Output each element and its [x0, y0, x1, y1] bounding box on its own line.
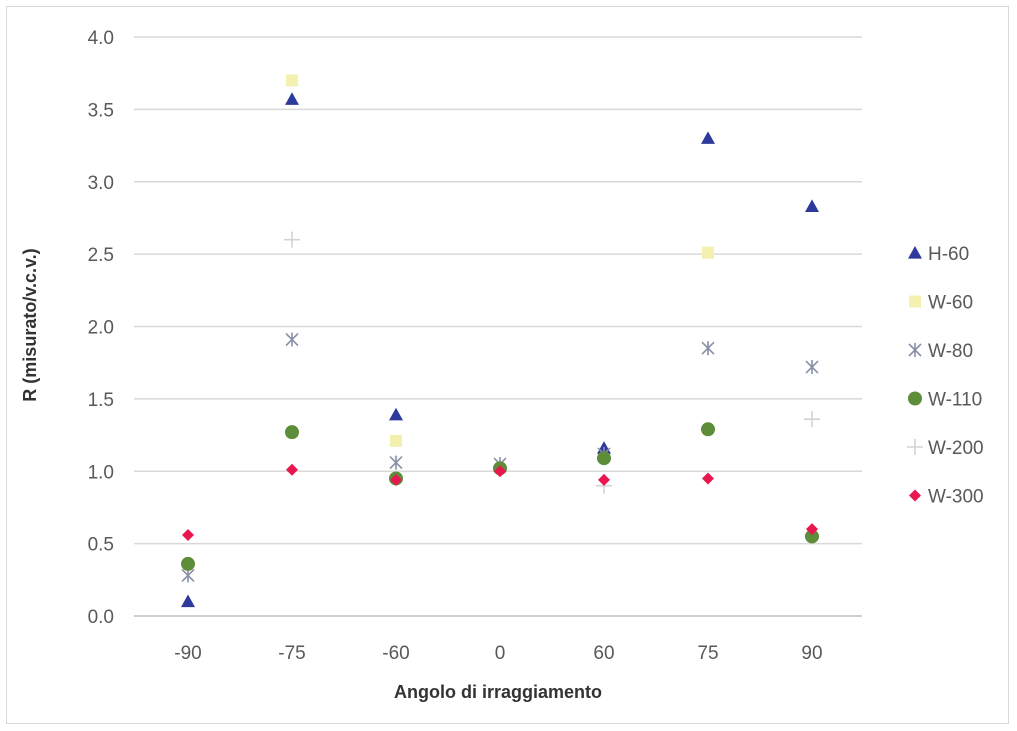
x-tick-label: -90 [174, 643, 201, 664]
series-h-60 [181, 92, 819, 608]
point-w-200 [804, 411, 820, 428]
y-tick-label: 0.5 [88, 535, 114, 556]
point-w-60 [286, 74, 298, 87]
point-w-300 [182, 528, 194, 541]
legend-marker-w-110 [908, 391, 922, 406]
legend-marker-w-80 [908, 343, 922, 357]
x-axis-title: Angolo di irraggiamento [394, 682, 602, 702]
x-tick-label: 75 [697, 643, 718, 664]
x-tick-label: 90 [801, 643, 822, 664]
x-tick-label: 0 [495, 643, 506, 664]
y-tick-label: 3.5 [88, 100, 114, 121]
point-w-80 [805, 360, 819, 375]
legend-label-w-60: W-60 [928, 293, 973, 314]
point-w-300 [494, 465, 506, 478]
point-w-300 [390, 473, 402, 486]
legend-label-w-200: W-200 [928, 438, 984, 459]
point-w-80 [389, 455, 403, 470]
point-w-300 [806, 523, 818, 536]
legend-label-w-300: W-300 [928, 487, 984, 508]
y-tick-label: 2.0 [88, 318, 114, 339]
point-w-60 [702, 246, 714, 259]
x-tick-label: -75 [278, 643, 305, 664]
y-tick-label: 0.0 [88, 607, 114, 628]
legend-label-w-110: W-110 [928, 390, 982, 411]
point-w-110 [181, 556, 195, 571]
point-h-60 [181, 594, 195, 608]
series-w-80 [181, 332, 819, 583]
y-tick-label: 1.5 [88, 390, 114, 411]
point-w-80 [285, 332, 299, 347]
x-tick-label: -60 [382, 643, 409, 664]
point-h-60 [805, 199, 819, 212]
legend-item-w-80: W-80 [908, 341, 973, 362]
chart-frame [6, 6, 1009, 724]
legend: H-60 W-60 W-80 W-110 W-200 W-300 [907, 244, 984, 508]
point-w-110 [805, 529, 819, 544]
y-tick-label: 1.0 [88, 462, 114, 483]
y-tick-label: 4.0 [88, 28, 114, 49]
legend-label-w-80: W-80 [928, 341, 973, 362]
legend-item-h-60: H-60 [908, 244, 969, 265]
legend-item-w-60: W-60 [909, 293, 973, 314]
legend-marker-w-300 [909, 489, 921, 502]
y-axis-title: R (misurato/v.c.v.) [20, 248, 40, 401]
point-w-300 [598, 473, 610, 486]
legend-item-w-300: W-300 [909, 487, 984, 508]
point-w-110 [597, 451, 611, 466]
legend-label-h-60: H-60 [928, 244, 969, 265]
series-w-200 [284, 231, 820, 494]
legend-item-w-110: W-110 [908, 390, 982, 411]
point-w-200 [284, 231, 300, 248]
point-h-60 [389, 407, 403, 421]
legend-marker-w-60 [909, 295, 921, 308]
legend-marker-h-60 [908, 246, 922, 259]
legend-item-w-200: W-200 [907, 438, 984, 459]
y-tick-label: 2.5 [88, 245, 114, 266]
point-w-300 [702, 472, 714, 485]
data-points [181, 74, 820, 608]
legend-marker-w-200 [907, 439, 923, 455]
y-tick-labels: 0.0 0.5 1.0 1.5 2.0 2.5 3.0 3.5 4.0 [88, 28, 114, 628]
series-w-300 [182, 463, 818, 541]
point-w-300 [286, 463, 298, 476]
y-tick-label: 3.0 [88, 173, 114, 194]
series-w-110 [181, 422, 819, 571]
point-h-60 [285, 92, 299, 105]
x-tick-labels: -90 -75 -60 0 60 75 90 [174, 643, 822, 664]
series-w-60 [286, 74, 714, 447]
point-w-60 [390, 434, 402, 447]
x-tick-label: 60 [593, 643, 614, 664]
point-w-110 [285, 425, 299, 440]
point-w-80 [701, 341, 715, 356]
gridlines [134, 36, 862, 617]
point-w-110 [701, 422, 715, 437]
point-h-60 [701, 131, 715, 144]
